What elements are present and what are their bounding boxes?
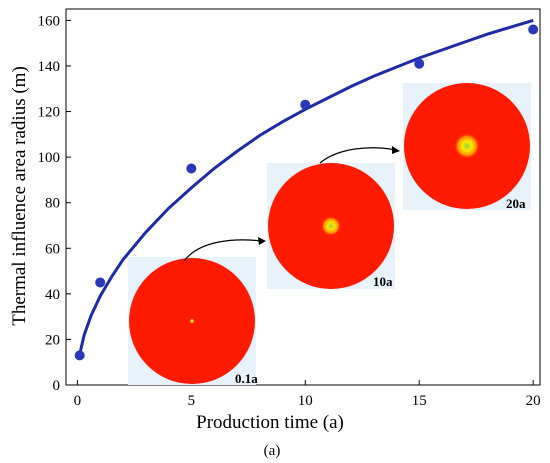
fit-curve <box>78 18 534 355</box>
data-point <box>186 163 197 174</box>
x-tick-label: 20 <box>526 393 541 409</box>
data-points <box>74 24 539 361</box>
y-tick-label: 40 <box>45 287 60 303</box>
x-tick-label: 15 <box>412 393 427 409</box>
arrow-0-1a-to-10a <box>183 239 263 262</box>
y-tick-label: 160 <box>38 13 61 29</box>
inset-label-0-1a: 0.1a <box>235 371 258 386</box>
arrowhead-10a-to-20a <box>392 146 400 154</box>
x-tick-label: 5 <box>188 393 196 409</box>
y-tick-label: 120 <box>38 105 61 121</box>
y-tick-label: 80 <box>45 196 60 212</box>
plot-frame <box>65 8 541 386</box>
data-point <box>74 350 85 361</box>
thermal-map-10a: 10a <box>267 163 395 289</box>
arrow-10a-to-20a <box>319 147 397 164</box>
y-tick-label: 20 <box>45 332 60 348</box>
y-axis: 0 20 40 60 80 100 120 140 160 <box>38 13 71 394</box>
arrowhead-0-1a-to-10a <box>258 237 266 245</box>
y-axis-label: Thermal influence area radius (m) <box>9 66 30 326</box>
thermal-map-0-1a: 0.1a <box>128 257 258 386</box>
data-point <box>528 24 539 35</box>
y-tick-label: 60 <box>45 241 60 257</box>
data-point <box>300 99 311 110</box>
inset-label-10a: 10a <box>373 274 393 289</box>
y-tick-label: 140 <box>38 59 61 75</box>
data-point <box>414 58 425 69</box>
x-axis-label: Production time (a) <box>196 412 344 433</box>
y-tick-label: 100 <box>38 150 61 166</box>
x-axis: 0 5 10 15 20 <box>74 380 541 409</box>
inset-label-20a: 20a <box>506 196 526 211</box>
y-tick-label: 0 <box>53 378 61 394</box>
x-tick-label: 0 <box>74 393 82 409</box>
thermal-map-20a: 20a <box>403 83 531 211</box>
panel-label: (a) <box>264 443 281 459</box>
x-tick-label: 10 <box>298 393 313 409</box>
thermal-maps: 0.1a 10a 20a <box>128 83 531 386</box>
data-point <box>95 277 106 288</box>
